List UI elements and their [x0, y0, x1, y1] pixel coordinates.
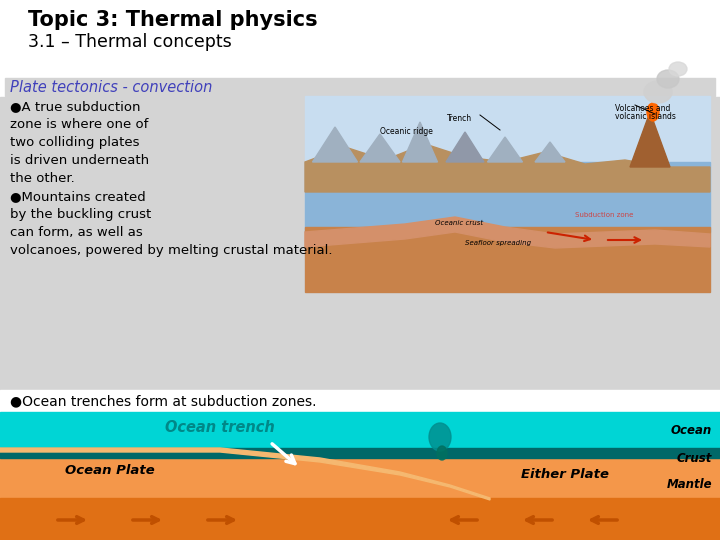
Text: Trench: Trench [447, 114, 472, 123]
Text: volcanoes, powered by melting crustal material.: volcanoes, powered by melting crustal ma… [10, 244, 333, 257]
Polygon shape [0, 448, 490, 500]
Bar [0, 456, 720, 500]
Text: by the buckling crust: by the buckling crust [10, 208, 151, 221]
Text: Plate tectonics - convection: Plate tectonics - convection [10, 79, 212, 94]
Polygon shape [305, 144, 710, 192]
Text: ●A true subduction: ●A true subduction [10, 100, 140, 113]
Text: Seafloor spreading: Seafloor spreading [465, 240, 531, 246]
Text: the other.: the other. [10, 172, 75, 185]
Bar [0, 390, 720, 412]
Polygon shape [630, 112, 670, 167]
Polygon shape [402, 122, 438, 162]
Text: Mantle: Mantle [667, 478, 712, 491]
Ellipse shape [647, 103, 659, 121]
Text: volcanic islands: volcanic islands [615, 112, 676, 121]
Polygon shape [487, 137, 523, 162]
Bar [305, 162, 710, 232]
Bar [305, 96, 710, 292]
Text: 3.1 – Thermal concepts: 3.1 – Thermal concepts [28, 33, 232, 51]
Polygon shape [535, 142, 565, 162]
Bar [305, 227, 710, 292]
Text: Ocean: Ocean [671, 423, 712, 436]
Text: zone is where one of: zone is where one of [10, 118, 148, 131]
Text: two colliding plates: two colliding plates [10, 136, 140, 149]
Polygon shape [446, 132, 484, 162]
Text: Topic 3: Thermal physics: Topic 3: Thermal physics [28, 10, 318, 30]
Ellipse shape [429, 423, 451, 451]
Text: ●Ocean trenches form at subduction zones.: ●Ocean trenches form at subduction zones… [10, 394, 317, 408]
Text: Ocean trench: Ocean trench [165, 421, 275, 435]
Polygon shape [360, 134, 400, 162]
Text: can form, as well as: can form, as well as [10, 226, 143, 239]
Text: Volcanoes and: Volcanoes and [615, 104, 670, 113]
Ellipse shape [657, 70, 679, 88]
Text: Ocean Plate: Ocean Plate [65, 463, 155, 476]
Bar [0, 0, 720, 97]
Ellipse shape [437, 446, 447, 460]
Text: Subduction zone: Subduction zone [575, 212, 634, 218]
Bar [0, 97, 720, 412]
Ellipse shape [669, 62, 687, 76]
Text: ●Mountains created: ●Mountains created [10, 190, 145, 203]
Text: Oceanic crust: Oceanic crust [435, 220, 483, 226]
Text: Oceanic ridge: Oceanic ridge [380, 127, 433, 136]
Text: Crust: Crust [677, 451, 712, 464]
Bar [5, 78, 715, 96]
Bar [0, 448, 720, 458]
Bar [0, 412, 720, 450]
Polygon shape [312, 127, 358, 162]
Bar [0, 498, 720, 540]
Polygon shape [305, 217, 710, 248]
Text: Either Plate: Either Plate [521, 469, 609, 482]
Text: is driven underneath: is driven underneath [10, 154, 149, 167]
Ellipse shape [644, 81, 672, 103]
